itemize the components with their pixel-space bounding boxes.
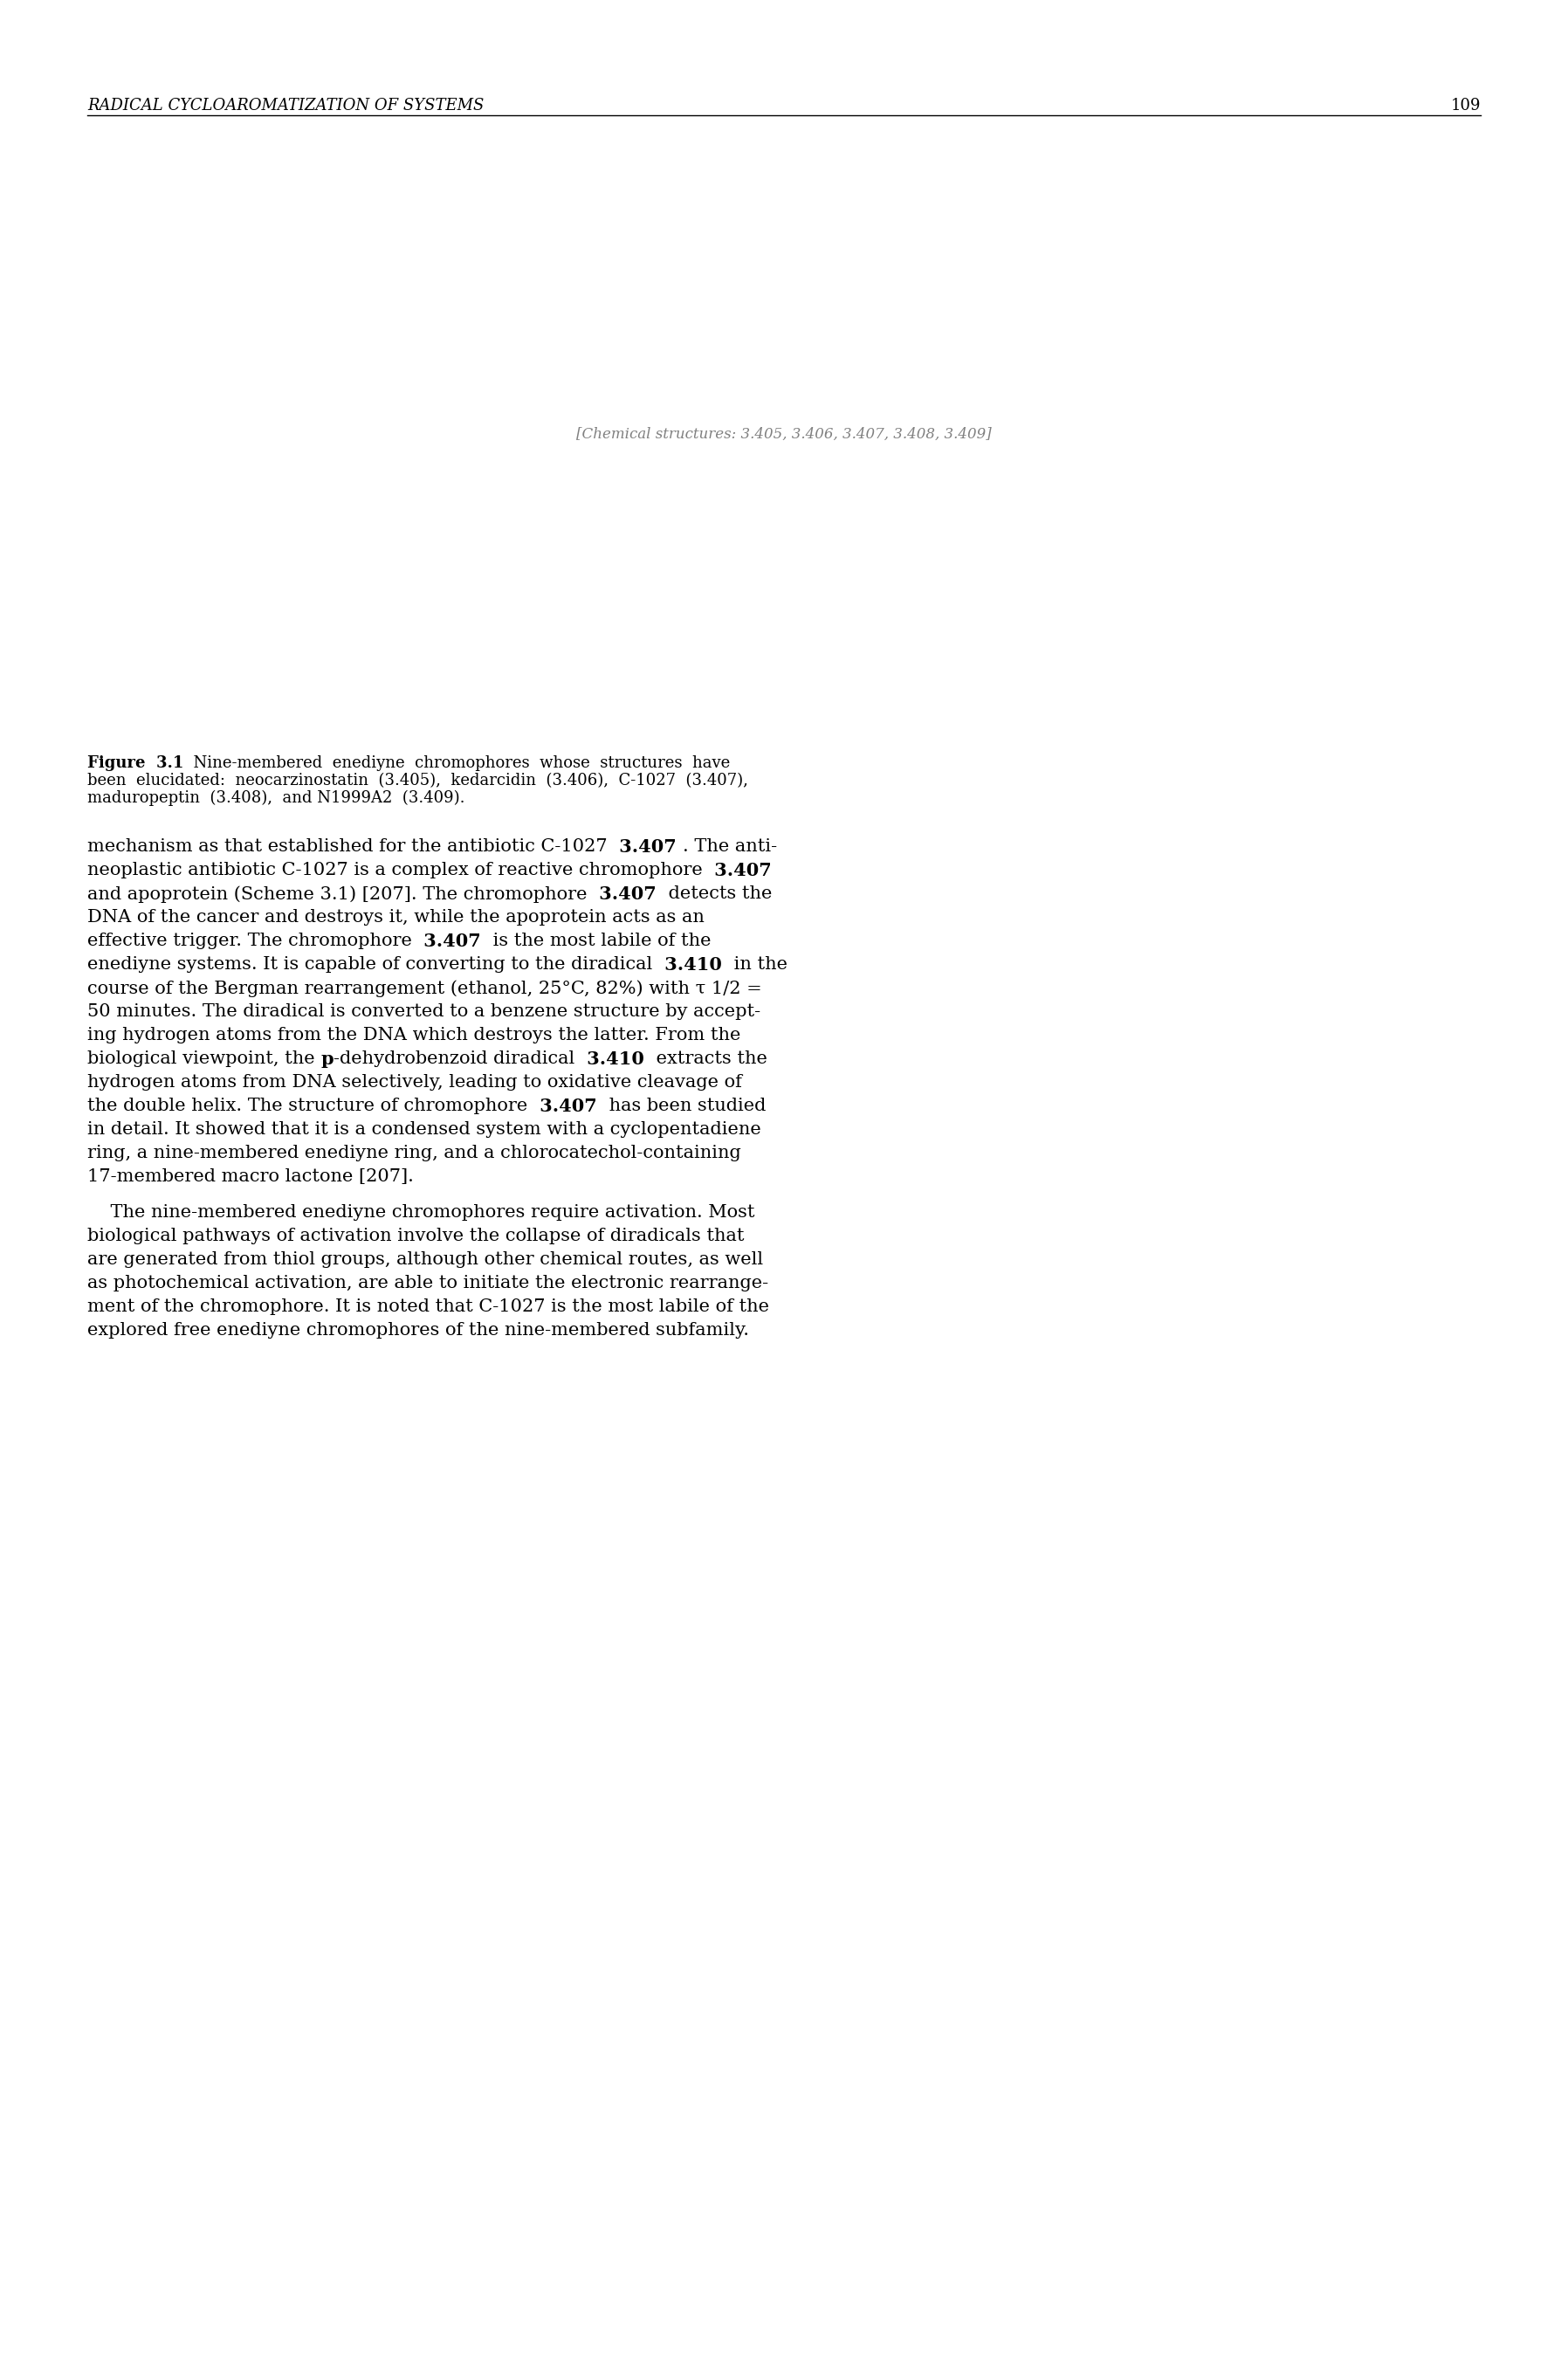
Text: effective trigger. The chromophore: effective trigger. The chromophore [88,933,417,950]
Text: 3.407: 3.407 [533,1098,604,1115]
Text: as photochemical activation, are able to initiate the electronic rearrange-: as photochemical activation, are able to… [88,1275,768,1292]
Text: -dehydrobenzoid diradical: -dehydrobenzoid diradical [334,1051,580,1068]
Text: enediyne systems. It is capable of converting to the diradical: enediyne systems. It is capable of conve… [88,957,659,973]
Text: mechanism as that established for the antibiotic C-1027: mechanism as that established for the an… [88,839,613,855]
Text: ring, a nine-membered enediyne ring, and a chlorocatechol-containing: ring, a nine-membered enediyne ring, and… [88,1146,742,1162]
Text: 3.407: 3.407 [417,933,488,950]
Text: been  elucidated:  neocarzinostatin  (3.405),  kedarcidin  (3.406),  C-1027  (3.: been elucidated: neocarzinostatin (3.405… [88,772,748,789]
Text: detects the: detects the [663,886,771,902]
Text: extracts the: extracts the [651,1051,767,1068]
Text: p: p [320,1051,334,1068]
Text: Figure  3.1: Figure 3.1 [88,756,183,770]
Text: 3.410: 3.410 [580,1051,651,1068]
Text: in the: in the [728,957,787,973]
Text: The nine-membered enediyne chromophores require activation. Most: The nine-membered enediyne chromophores … [88,1205,754,1221]
Text: 109: 109 [1450,97,1480,113]
Text: the double helix. The structure of chromophore: the double helix. The structure of chrom… [88,1098,533,1115]
Text: biological viewpoint, the: biological viewpoint, the [88,1051,320,1068]
Text: biological pathways of activation involve the collapse of diradicals that: biological pathways of activation involv… [88,1228,745,1245]
Text: [Chemical structures: 3.405, 3.406, 3.407, 3.408, 3.409]: [Chemical structures: 3.405, 3.406, 3.40… [577,428,991,442]
Text: 3.407: 3.407 [593,886,663,902]
Text: has been studied: has been studied [604,1098,765,1115]
Text: 3.407: 3.407 [613,839,684,855]
Text: are generated from thiol groups, although other chemical routes, as well: are generated from thiol groups, althoug… [88,1252,764,1268]
Text: ment of the chromophore. It is noted that C-1027 is the most labile of the: ment of the chromophore. It is noted tha… [88,1299,770,1316]
Text: ing hydrogen atoms from the DNA which destroys the latter. From the: ing hydrogen atoms from the DNA which de… [88,1027,740,1044]
Text: . The anti-: . The anti- [684,839,778,855]
Text: in detail. It showed that it is a condensed system with a cyclopentadiene: in detail. It showed that it is a conden… [88,1122,760,1138]
Text: Nine-membered  enediyne  chromophores  whose  structures  have: Nine-membered enediyne chromophores whos… [183,756,731,770]
Text: 17-membered macro lactone [207].: 17-membered macro lactone [207]. [88,1169,414,1186]
Text: RADICAL CYCLOAROMATIZATION OF SYSTEMS: RADICAL CYCLOAROMATIZATION OF SYSTEMS [88,97,485,113]
Text: 3.407: 3.407 [709,862,771,879]
Text: course of the Bergman rearrangement (ethanol, 25°C, 82%) with τ 1/2 =: course of the Bergman rearrangement (eth… [88,980,762,997]
Text: and apoprotein (Scheme 3.1) [207]. The chromophore: and apoprotein (Scheme 3.1) [207]. The c… [88,886,593,902]
Text: is the most labile of the: is the most labile of the [488,933,712,950]
Text: 50 minutes. The diradical is converted to a benzene structure by accept-: 50 minutes. The diradical is converted t… [88,1004,760,1020]
Text: neoplastic antibiotic C-1027 is a complex of reactive chromophore: neoplastic antibiotic C-1027 is a comple… [88,862,709,879]
Text: explored free enediyne chromophores of the nine-membered subfamily.: explored free enediyne chromophores of t… [88,1323,750,1339]
Text: 3.410: 3.410 [659,957,728,973]
Text: maduropeptin  (3.408),  and N1999A2  (3.409).: maduropeptin (3.408), and N1999A2 (3.409… [88,791,464,805]
Text: hydrogen atoms from DNA selectively, leading to oxidative cleavage of: hydrogen atoms from DNA selectively, lea… [88,1075,742,1091]
Text: DNA of the cancer and destroys it, while the apoprotein acts as an: DNA of the cancer and destroys it, while… [88,909,704,926]
